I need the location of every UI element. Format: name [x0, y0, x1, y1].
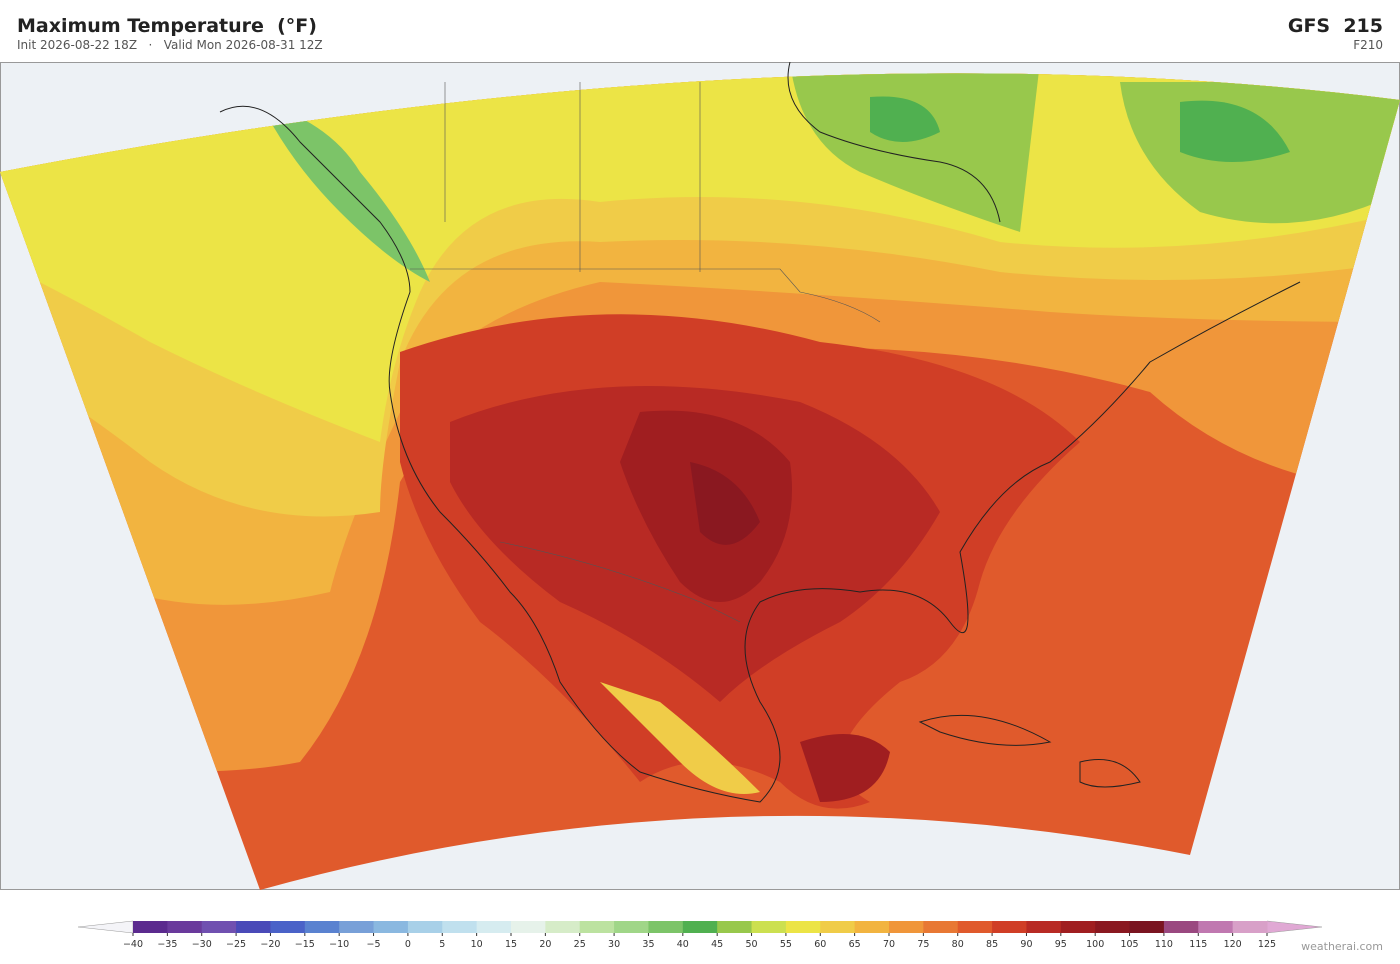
- tick-label: 30: [608, 939, 620, 950]
- tick-label: 40: [677, 939, 689, 950]
- colorbar-under: [77, 920, 134, 934]
- color-swatch: [579, 921, 615, 933]
- map: [0, 62, 1400, 890]
- tick-label: 120: [1224, 939, 1242, 950]
- color-swatch: [992, 921, 1027, 933]
- color-swatch: [614, 921, 649, 933]
- color-swatch: [648, 921, 684, 933]
- tick-label: 5: [439, 939, 445, 950]
- coastlines: [219, 62, 1301, 803]
- color-swatch: [133, 921, 168, 933]
- color-swatch: [682, 921, 718, 933]
- tick-label: 100: [1086, 939, 1104, 950]
- tick-label: 50: [745, 939, 757, 950]
- tick-label: 110: [1155, 939, 1173, 950]
- tick-label: 20: [539, 939, 551, 950]
- color-swatch: [820, 921, 856, 933]
- tick-label: 45: [711, 939, 723, 950]
- tick-label: 75: [917, 939, 929, 950]
- title: Maximum Temperature (°F): [17, 15, 317, 37]
- color-swatch: [167, 921, 203, 933]
- color-swatch: [373, 921, 409, 933]
- credit: weatherai.com: [1301, 940, 1383, 953]
- tick-label: −25: [226, 939, 246, 950]
- tick-label: −20: [260, 939, 280, 950]
- color-swatch: [957, 921, 993, 933]
- tick-label: 0: [405, 939, 411, 950]
- tick-label: 80: [952, 939, 964, 950]
- color-swatch: [304, 921, 340, 933]
- color-swatch: [1095, 921, 1131, 933]
- borders: [410, 82, 881, 623]
- color-swatch: [854, 921, 890, 933]
- colorbar: weatherai.com −40 −35 −30 −25 −20 −15 −10 −5 0 5 1…: [77, 920, 1383, 953]
- colorbar-over: [1266, 920, 1323, 934]
- color-swatch: [889, 921, 924, 933]
- tick-label: 10: [471, 939, 483, 950]
- color-swatch: [511, 921, 546, 933]
- color-swatch: [236, 921, 271, 933]
- color-swatch: [1163, 921, 1199, 933]
- model-name: GFS 215: [1287, 15, 1383, 37]
- color-swatch: [923, 921, 959, 933]
- color-swatch: [785, 921, 821, 933]
- color-swatch: [1129, 921, 1165, 933]
- color-swatch: [201, 921, 237, 933]
- tick-label: −30: [192, 939, 212, 950]
- tick-label: 35: [642, 939, 654, 950]
- color-swatch: [545, 921, 581, 933]
- color-swatch: [1060, 921, 1096, 933]
- tick-label: 65: [849, 939, 861, 950]
- color-swatch: [1198, 921, 1234, 933]
- tick-label: 25: [574, 939, 586, 950]
- tick-label: −35: [157, 939, 177, 950]
- tick-label: 90: [1020, 939, 1032, 950]
- tick-label: 70: [883, 939, 895, 950]
- color-swatch: [270, 921, 306, 933]
- color-swatch: [476, 921, 512, 933]
- subtitle: Init 2026-08-22 18Z · Valid Mon 2026-08-…: [17, 38, 323, 52]
- tick-label: −40: [123, 939, 143, 950]
- color-swatch: [1232, 921, 1268, 933]
- tick-label: −10: [329, 939, 349, 950]
- color-swatch: [751, 921, 787, 933]
- tick-label: 95: [1055, 939, 1067, 950]
- tick-label: 115: [1189, 939, 1207, 950]
- tick-label: −5: [367, 939, 381, 950]
- tick-label: 55: [780, 939, 792, 950]
- color-swatch: [717, 921, 753, 933]
- color-swatch: [442, 921, 478, 933]
- tick-label: 125: [1258, 939, 1276, 950]
- tick-label: −15: [295, 939, 315, 950]
- forecast-hour: F210: [1353, 38, 1383, 52]
- tick-label: 105: [1120, 939, 1138, 950]
- color-swatch: [1026, 921, 1062, 933]
- tick-label: 85: [986, 939, 998, 950]
- tick-label: 60: [814, 939, 826, 950]
- color-swatch: [407, 921, 443, 933]
- tick-label: 15: [505, 939, 517, 950]
- color-swatch: [339, 921, 375, 933]
